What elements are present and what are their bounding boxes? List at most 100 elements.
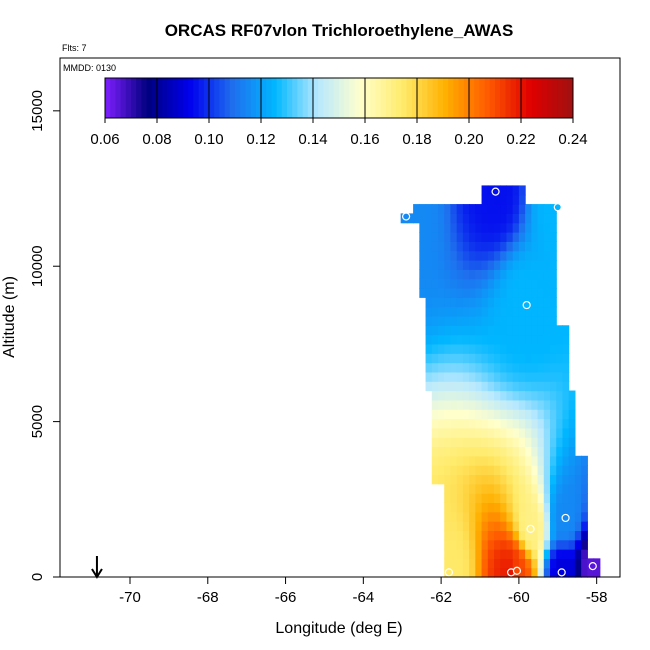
heatmap-cell: [456, 502, 464, 513]
heatmap-cell: [487, 278, 495, 289]
colorbar-swatch: [432, 78, 439, 118]
heatmap-cell: [431, 343, 439, 354]
heatmap-cell: [419, 250, 427, 261]
heatmap-cell: [506, 297, 514, 308]
heatmap-cell: [543, 409, 551, 420]
heatmap-cell: [525, 306, 532, 317]
colorbar-swatch: [411, 78, 418, 118]
heatmap-cell: [518, 427, 526, 438]
colorbar-swatch: [417, 78, 423, 118]
heatmap-cell: [444, 334, 452, 345]
heatmap-cell: [475, 493, 483, 504]
heatmap-cell: [581, 493, 588, 504]
heatmap-cell: [425, 325, 433, 336]
heatmap-cell: [494, 409, 501, 420]
heatmap-cell: [500, 185, 508, 196]
heatmap-cell: [475, 474, 483, 485]
heatmap-cell: [494, 455, 501, 466]
heatmap-cell: [556, 493, 564, 504]
heatmap-cell: [475, 483, 483, 494]
heatmap-cell: [537, 558, 545, 569]
heatmap-cell: [419, 287, 427, 298]
colorbar-swatch: [151, 78, 158, 118]
heatmap-cell: [531, 343, 539, 354]
heatmap-cell: [556, 446, 564, 457]
heatmap-cell: [494, 511, 501, 522]
heatmap-cell: [469, 409, 476, 420]
heatmap-cell: [512, 185, 520, 196]
heatmap-cell: [444, 502, 452, 513]
heatmap-cell: [550, 418, 557, 429]
heatmap-cell: [556, 381, 564, 392]
heatmap-cell: [469, 222, 476, 233]
heatmap-cell: [469, 315, 476, 326]
heatmap-cell: [469, 437, 476, 448]
heatmap-cell: [438, 455, 445, 466]
heatmap-cell: [531, 306, 539, 317]
heatmap-cell: [525, 371, 532, 382]
heatmap-cell: [525, 362, 532, 373]
colorbar-swatch: [318, 78, 324, 118]
heatmap-cell: [456, 353, 464, 364]
heatmap-cell: [531, 297, 539, 308]
heatmap-cell: [444, 446, 452, 457]
heatmap-cell: [512, 306, 520, 317]
date-label: MMDD: 0130: [63, 63, 116, 73]
heatmap-cell: [506, 204, 514, 214]
heatmap-cell: [543, 381, 551, 392]
heatmap-cell: [475, 502, 483, 513]
heatmap-cell: [450, 409, 458, 420]
heatmap-cell: [450, 232, 458, 242]
heatmap-cell: [506, 334, 514, 345]
heatmap-cell: [431, 437, 439, 448]
heatmap-cell: [481, 334, 489, 345]
heatmap-cell: [543, 483, 551, 494]
heatmap-cell: [481, 502, 489, 513]
heatmap-cell: [438, 362, 445, 373]
heatmap-cell: [506, 530, 514, 541]
colorbar-swatch: [557, 78, 564, 118]
heatmap-cell: [500, 418, 508, 429]
heatmap-cell: [444, 287, 452, 298]
heatmap-cell: [494, 362, 501, 373]
heatmap-cell: [456, 437, 464, 448]
heatmap-cell: [581, 539, 588, 550]
colorbar-swatch: [297, 78, 304, 118]
heatmap-cell: [562, 493, 570, 504]
colorbar-swatch: [365, 78, 371, 118]
heatmap-cell: [518, 539, 526, 550]
heatmap-cell: [525, 493, 532, 504]
heatmap-cell: [550, 437, 557, 448]
heatmap-cell: [494, 315, 501, 326]
heatmap-cell: [512, 204, 520, 214]
heatmap-cell: [450, 493, 458, 504]
heatmap-cell: [550, 446, 557, 457]
heatmap-cell: [438, 241, 445, 252]
heatmap-cell: [518, 399, 526, 410]
heatmap-cell: [518, 260, 526, 270]
heatmap-cell: [574, 539, 582, 550]
heatmap-cell: [450, 437, 458, 448]
heatmap-cell: [556, 390, 564, 401]
heatmap-cell: [469, 362, 476, 373]
heatmap-cell: [506, 306, 514, 317]
heatmap-cell: [450, 399, 458, 410]
heatmap-cell: [512, 325, 520, 336]
heatmap-cell: [475, 353, 483, 364]
heatmap-cell: [487, 185, 495, 196]
heatmap-cell: [487, 483, 495, 494]
heatmap-cell: [500, 371, 508, 382]
heatmap-cell: [462, 418, 470, 429]
heatmap-cell: [518, 213, 526, 224]
heatmap-cell: [462, 362, 470, 373]
heatmap-cell: [537, 381, 545, 392]
heatmap-cell: [537, 362, 545, 373]
heatmap-cell: [450, 343, 458, 354]
heatmap-cell: [537, 371, 545, 382]
heatmap-cell: [425, 278, 433, 289]
heatmap-cell: [487, 511, 495, 522]
heatmap-cell: [506, 213, 514, 224]
heatmap-cell: [462, 399, 470, 410]
heatmap-cell: [543, 399, 551, 410]
heatmap-cell: [450, 474, 458, 485]
